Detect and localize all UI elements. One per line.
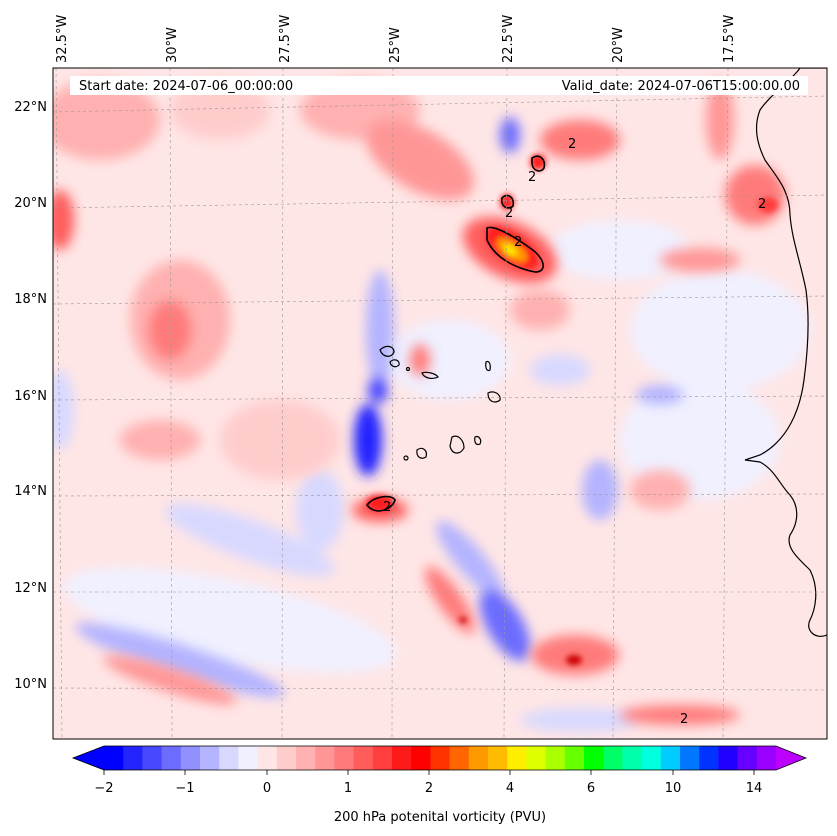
colorbar-tick-labels: −2 −1 0 1 2 4 6 10 14 xyxy=(94,781,762,796)
colorbar-cell xyxy=(545,746,566,770)
colorbar-cell xyxy=(353,746,374,770)
latitude-labels: 22°N 20°N 18°N 16°N 14°N 12°N 10°N xyxy=(14,100,47,692)
colorbar-cells xyxy=(104,746,777,770)
colorbar-cell xyxy=(276,746,297,770)
lon-label: 20°W xyxy=(611,27,626,63)
lon-label: 17.5°W xyxy=(722,15,737,63)
colorbar-cell xyxy=(257,746,278,770)
contour-label: 2 xyxy=(758,197,766,212)
colorbar-under-arrow xyxy=(73,746,104,770)
longitude-labels: 32.5°W 30°W 27.5°W 25°W 22.5°W 20°W 17.5… xyxy=(55,15,737,63)
colorbar-cell xyxy=(507,746,527,770)
coastline xyxy=(744,68,827,637)
lat-label: 14°N xyxy=(14,484,47,499)
colorbar-cell xyxy=(622,746,643,770)
contour-label: 2 xyxy=(680,712,688,727)
map-frame xyxy=(52,67,828,740)
colorbar-cell xyxy=(641,746,662,770)
colorbar-tick-label: −2 xyxy=(94,781,113,796)
colorbar-ticks xyxy=(103,770,755,775)
colorbar-tick-label: −1 xyxy=(175,781,194,796)
gridlines xyxy=(53,68,827,739)
colorbar-cell xyxy=(737,746,758,770)
contour-label: 2 xyxy=(568,137,576,152)
colorbar-cell xyxy=(180,746,201,770)
negative-pv-areas xyxy=(53,117,810,732)
colorbar-cell xyxy=(161,746,182,770)
colorbar-cell xyxy=(296,746,316,770)
colorbar-cell xyxy=(219,746,239,770)
colorbar-cell xyxy=(104,746,124,770)
colorbar-cell xyxy=(603,746,623,770)
lat-label: 18°N xyxy=(14,292,47,307)
colorbar-cell xyxy=(142,746,163,770)
colorbar-cell xyxy=(699,746,719,770)
colorbar-tick-label: 10 xyxy=(665,781,682,796)
colorbar-cell xyxy=(449,746,470,770)
colorbar-cell xyxy=(564,746,585,770)
contour-labels: 2 2 2 2 2 2 2 xyxy=(383,137,766,727)
colorbar-cell xyxy=(718,746,739,770)
lon-label: 27.5°W xyxy=(278,15,293,63)
colorbar-cell xyxy=(411,746,431,770)
contour-label: 2 xyxy=(383,500,391,515)
map-panel: 2 2 2 2 2 2 2 Start date: 2024 xyxy=(53,68,827,739)
colorbar-cell xyxy=(756,746,777,770)
lon-label: 30°W xyxy=(165,27,180,63)
colorbar-cell xyxy=(392,746,412,770)
colorbar-tick-label: 1 xyxy=(344,781,352,796)
colorbar-cell xyxy=(334,746,355,770)
lat-label: 20°N xyxy=(14,196,47,211)
colorbar: −2 −1 0 1 2 4 6 10 14 200 hPa potenital … xyxy=(71,745,808,825)
colorbar-tick-label: 2 xyxy=(425,781,433,796)
colorbar-cell xyxy=(200,746,220,770)
colorbar-title: 200 hPa potenital vorticity (PVU) xyxy=(334,810,546,825)
colorbar-cell xyxy=(430,746,451,770)
colorbar-over-arrow xyxy=(776,746,806,770)
date-banner xyxy=(70,76,808,95)
pv-maxima xyxy=(366,154,778,665)
contour-label: 2 xyxy=(505,206,513,221)
colorbar-cell xyxy=(315,746,335,770)
colorbar-cell xyxy=(468,746,489,770)
lat-label: 16°N xyxy=(14,389,47,404)
valid-date: Valid_date: 2024-07-06T15:00:00.00 xyxy=(562,79,800,94)
colorbar-tick-label: 0 xyxy=(263,781,271,796)
cape-verde-islands xyxy=(379,345,501,461)
lat-label: 12°N xyxy=(14,581,47,596)
start-date: Start date: 2024-07-06_00:00:00 xyxy=(79,79,293,94)
colorbar-cell xyxy=(526,746,547,770)
colorbar-tick-label: 14 xyxy=(746,781,763,796)
colorbar-cell xyxy=(372,746,393,770)
lon-label: 32.5°W xyxy=(55,15,70,63)
colorbar-cell xyxy=(238,746,259,770)
pv-2-contours xyxy=(365,155,546,512)
colorbar-tick-label: 6 xyxy=(587,781,595,796)
lat-label: 10°N xyxy=(14,677,47,692)
colorbar-cell xyxy=(123,746,143,770)
lon-label: 25°W xyxy=(388,27,403,63)
contour-label: 2 xyxy=(528,170,536,185)
colorbar-tick-label: 4 xyxy=(506,781,514,796)
lon-label: 22.5°W xyxy=(501,15,516,63)
colorbar-cell xyxy=(660,746,681,770)
lat-label: 22°N xyxy=(14,100,47,115)
contour-label: 2 xyxy=(514,235,522,250)
colorbar-cell xyxy=(488,746,508,770)
colorbar-cell xyxy=(680,746,700,770)
colorbar-cell xyxy=(584,746,604,770)
